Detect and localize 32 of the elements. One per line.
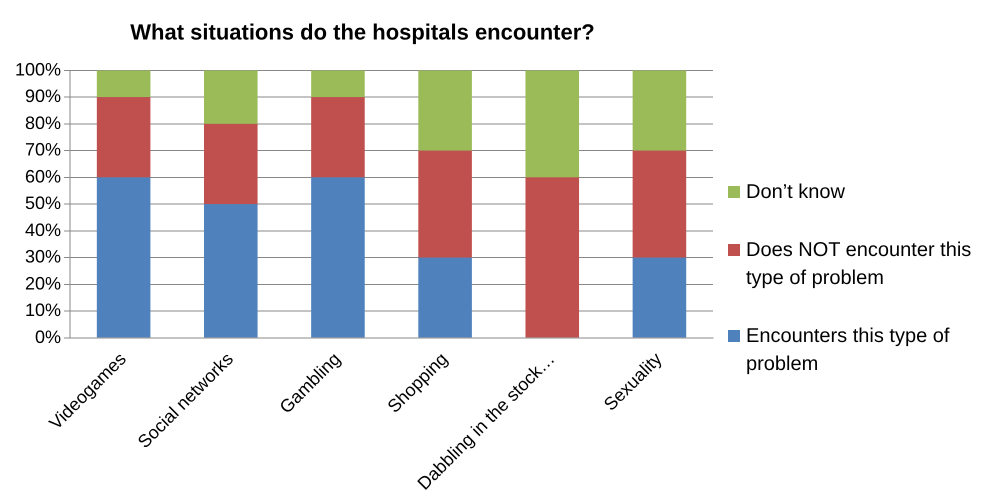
y-tick-label: 10% [25,300,62,320]
y-tick-label: 100% [14,59,62,80]
bar [311,97,365,178]
bar [525,177,580,338]
bar [632,150,686,258]
bar [525,70,580,178]
bar [204,70,258,124]
bar [632,70,686,151]
y-tick-label: 60% [25,166,62,186]
y-tick-label: 70% [25,140,62,160]
bar [632,258,686,338]
y-tick-label: 20% [25,273,62,294]
bar [96,177,150,338]
y-tick-label: 80% [25,112,62,133]
bar [204,124,258,204]
bar [311,70,365,98]
bar [96,97,150,178]
y-tick-label: 0% [35,326,62,347]
y-tick-label: 50% [25,193,62,214]
bar [418,150,472,258]
bar [204,204,258,338]
legend-label: Does NOT encounter this type of problem [746,238,972,291]
bar [311,177,365,338]
bar [96,70,150,98]
y-tick-label: 40% [25,220,62,240]
y-tick-label: 30% [25,246,62,267]
bar [418,258,472,338]
chart-title: What situations do the hospitals encounter? [130,19,595,44]
legend-label: Encounters this type of problem [746,324,950,377]
legend-label: Don’t know [746,180,845,205]
bar [418,70,472,151]
y-tick-label: 90% [25,86,62,106]
